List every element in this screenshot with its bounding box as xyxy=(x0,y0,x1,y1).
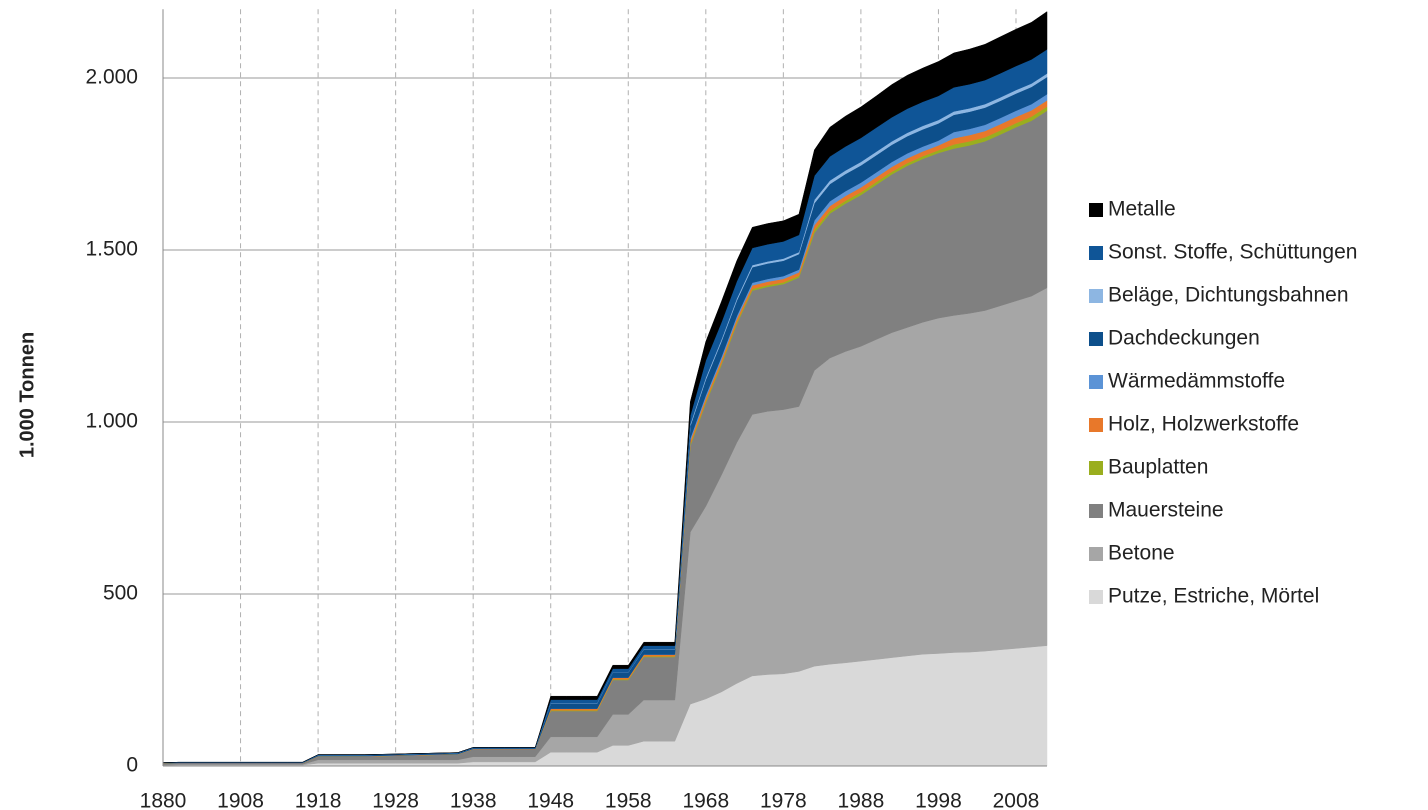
y-tick-label: 1.500 xyxy=(85,238,138,261)
legend-label: Holz, Holzwerkstoffe xyxy=(1108,413,1299,436)
legend-swatch xyxy=(1089,375,1103,389)
legend-swatch xyxy=(1089,418,1103,432)
x-tick-label: 1988 xyxy=(838,790,885,810)
y-tick-label: 0 xyxy=(126,754,138,777)
legend-swatch xyxy=(1089,246,1103,260)
legend-label: Dachdeckungen xyxy=(1108,327,1260,350)
y-tick-label: 500 xyxy=(103,582,138,605)
area xyxy=(162,11,1048,763)
x-tick-label: 1908 xyxy=(217,790,264,810)
x-tick-label: 1958 xyxy=(605,790,652,810)
x-tick-label: 1918 xyxy=(295,790,342,810)
legend-label: Mauersteine xyxy=(1108,499,1224,522)
legend-label: Sonst. Stoffe, Schüttungen xyxy=(1108,241,1357,264)
legend-label: Bauplatten xyxy=(1108,456,1208,479)
x-tick-label: 1978 xyxy=(760,790,807,810)
x-tick-label: 1938 xyxy=(450,790,497,810)
legend-swatch xyxy=(1089,547,1103,561)
legend-swatch xyxy=(1089,461,1103,475)
legend-swatch xyxy=(1089,504,1103,518)
legend-label: Putze, Estriche, Mörtel xyxy=(1108,585,1319,608)
x-tick-label: 1968 xyxy=(682,790,729,810)
legend: Putze, Estriche, Mörtel Betone Mauersteine… xyxy=(1089,198,1357,608)
y-tick-label: 2.000 xyxy=(85,66,138,89)
legend-label: Beläge, Dichtungsbahnen xyxy=(1108,284,1349,307)
x-tick-label: 1948 xyxy=(527,790,574,810)
legend-label: Betone xyxy=(1108,542,1175,565)
x-tick-label: 1928 xyxy=(372,790,419,810)
x-tick-label: 2008 xyxy=(993,790,1040,810)
y-tick-label: 1.000 xyxy=(85,410,138,433)
legend-swatch xyxy=(1089,332,1103,346)
legend-swatch xyxy=(1089,590,1103,604)
x-tick-label: 1880 xyxy=(140,790,187,810)
legend-swatch xyxy=(1089,203,1103,217)
legend-label: Wärmedämmstoffe xyxy=(1108,370,1285,393)
y-axis-title: 1.000 Tonnen xyxy=(16,332,38,458)
legend-label: Metalle xyxy=(1108,198,1176,221)
legend-swatch xyxy=(1089,289,1103,303)
x-tick-label: 1998 xyxy=(915,790,962,810)
